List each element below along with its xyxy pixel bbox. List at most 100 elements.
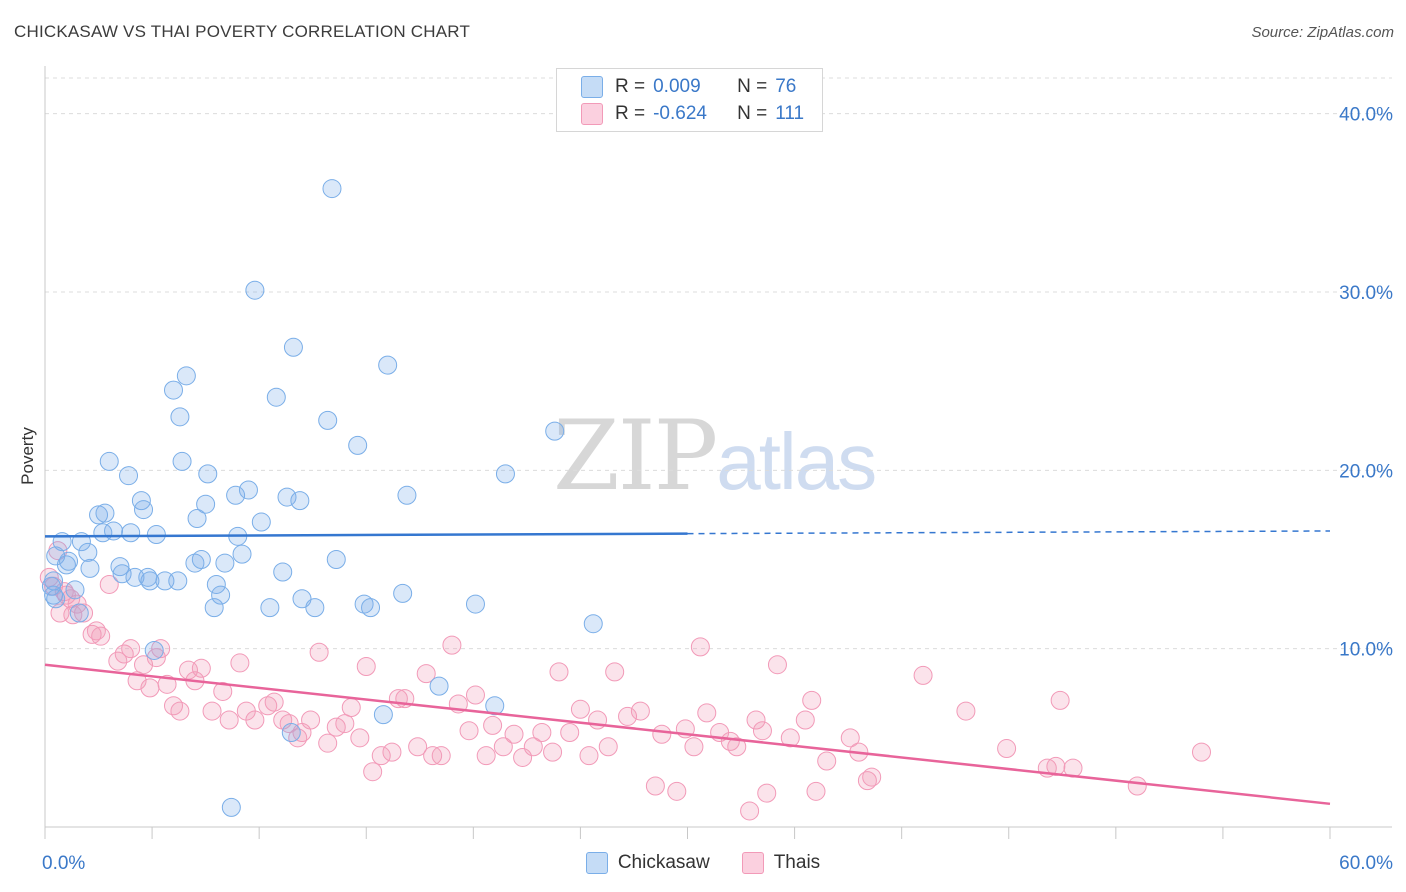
- thais-point: [335, 714, 355, 734]
- legend-n-value: 111: [775, 103, 805, 124]
- legend-r-value: 0.009: [653, 76, 701, 97]
- chickasaw-point: [170, 407, 190, 427]
- thais-point: [151, 639, 171, 659]
- thais-point: [459, 721, 479, 741]
- thais-point: [523, 737, 543, 757]
- chickasaw-point: [305, 598, 325, 618]
- thais-point: [382, 742, 402, 762]
- thais-point: [483, 715, 503, 735]
- thais-point: [121, 639, 141, 659]
- chickasaw-point: [44, 585, 64, 605]
- chickasaw-point: [46, 589, 66, 609]
- chickasaw-point: [373, 705, 393, 725]
- legend-r-label: R =: [615, 103, 646, 124]
- y-axis-label: Poverty: [18, 427, 37, 485]
- chickasaw-point: [215, 553, 235, 573]
- y-tick-label: 20.0%: [1339, 461, 1393, 482]
- chickasaw-point: [318, 410, 338, 430]
- chickasaw-point: [226, 485, 246, 505]
- thais-point: [862, 767, 882, 787]
- thais-point: [476, 746, 496, 766]
- chickasaw-point: [221, 797, 241, 817]
- thais-point: [560, 722, 580, 742]
- chickasaw-point: [44, 571, 64, 591]
- thais-point: [997, 739, 1017, 759]
- thais-point: [170, 701, 190, 721]
- chickasaw-point: [238, 480, 258, 500]
- thais-point: [667, 781, 687, 801]
- chickasaw-point: [211, 585, 231, 605]
- chickasaw-point: [99, 451, 119, 471]
- chickasaw-point: [191, 550, 211, 569]
- thais-point: [309, 642, 329, 662]
- y-tick-label: 30.0%: [1339, 283, 1393, 304]
- chickasaw-point: [134, 500, 154, 520]
- thais-point: [341, 698, 361, 718]
- chickasaw-point: [185, 553, 205, 573]
- chickasaw-point: [196, 494, 216, 514]
- thais-point: [767, 655, 787, 675]
- thais-point: [645, 776, 665, 796]
- chickasaw-point: [232, 544, 252, 564]
- thais-trend-line: [44, 663, 1331, 806]
- thais-point: [598, 737, 618, 757]
- thais-point: [442, 635, 462, 655]
- thais-point: [202, 701, 222, 721]
- y-tick-label: 10.0%: [1339, 640, 1393, 661]
- chickasaw-point: [393, 583, 413, 603]
- thais-point: [356, 657, 376, 676]
- thais-point: [86, 621, 106, 641]
- thais-point: [493, 737, 513, 757]
- legend-item-thais: Thais: [741, 852, 820, 874]
- thais-point: [605, 662, 625, 682]
- thais-point: [727, 737, 747, 757]
- chickasaw-point: [378, 355, 398, 375]
- chickasaw-point: [281, 722, 301, 742]
- thais-point: [431, 746, 451, 766]
- thais-point: [264, 692, 284, 712]
- thais-point: [318, 733, 338, 753]
- chickasaw-point: [146, 525, 166, 545]
- grid-lines: [45, 77, 1392, 650]
- chickasaw-point: [429, 676, 449, 696]
- thais-point: [780, 728, 800, 748]
- thais-point: [570, 699, 590, 719]
- chickasaw-point: [176, 366, 196, 386]
- chickasaw-point: [140, 571, 160, 591]
- legend-row-chickasaw: R = 0.009 N = 76: [581, 74, 796, 100]
- chickasaw-point: [172, 451, 192, 471]
- legend-n-label: N =: [737, 103, 768, 124]
- thais-point: [697, 703, 717, 723]
- chickasaw-point: [187, 508, 207, 528]
- thais-point: [230, 653, 250, 673]
- chickasaw-points: [41, 179, 603, 817]
- trend-lines: [44, 530, 1331, 806]
- chickasaw-point: [80, 558, 100, 578]
- legend-swatch-thais: [581, 103, 603, 125]
- thais-point: [108, 651, 128, 671]
- thais-point: [652, 724, 672, 744]
- chickasaw-point: [112, 564, 132, 584]
- legend-label-chickasaw: Chickasaw: [617, 852, 710, 873]
- chickasaw-point: [545, 421, 565, 441]
- chickasaw-point: [251, 512, 271, 532]
- thais-point: [245, 710, 265, 730]
- thais-point: [114, 644, 134, 664]
- thais-point: [840, 728, 860, 748]
- thais-point: [549, 662, 569, 682]
- thais-point: [99, 574, 119, 594]
- thais-point: [140, 678, 160, 698]
- chickasaw-point: [245, 280, 265, 300]
- legend-row-thais: R = -0.624 N = 111: [581, 101, 804, 127]
- x-tick-label-max: 60.0%: [1339, 853, 1393, 874]
- thais-point: [157, 674, 177, 694]
- chickasaw-trend-extension: [687, 530, 1331, 535]
- thais-point: [363, 762, 383, 782]
- chickasaw-point: [168, 571, 188, 591]
- thais-point: [618, 706, 638, 726]
- thais-point: [213, 681, 233, 701]
- thais-point: [532, 722, 552, 742]
- thais-point: [802, 690, 822, 710]
- thais-point: [504, 724, 524, 744]
- legend-item-chickasaw: Chickasaw: [585, 852, 710, 874]
